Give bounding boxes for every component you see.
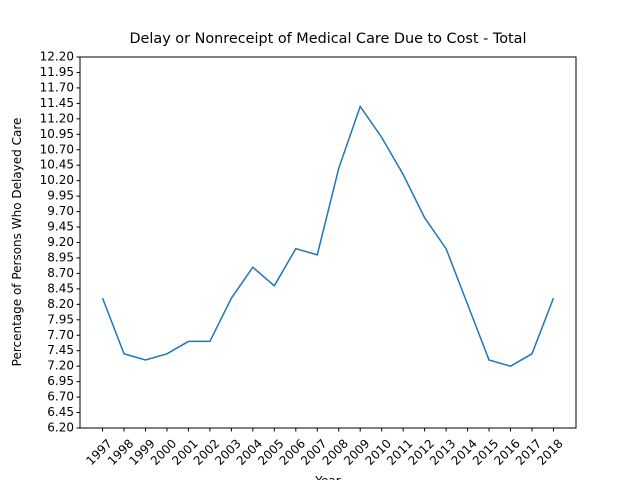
y-tick-label: 8.70 <box>47 266 74 280</box>
data-line <box>101 104 555 367</box>
y-tick-label: 6.45 <box>47 405 74 419</box>
y-axis-label: Percentage of Persons Who Delayed Care <box>10 118 24 367</box>
chart-title: Delay or Nonreceipt of Medical Care Due … <box>129 31 526 47</box>
y-tick-label: 10.45 <box>40 158 74 172</box>
y-tick-label: 7.95 <box>47 312 74 326</box>
y-tick-label: 9.45 <box>47 220 74 234</box>
y-tick-label: 11.95 <box>40 65 74 79</box>
y-tick-label: 8.95 <box>47 250 74 264</box>
y-tick-label: 7.20 <box>47 359 74 373</box>
y-tick-label: 6.20 <box>47 421 74 435</box>
y-tick-label: 10.20 <box>40 173 74 187</box>
plot-frame <box>79 56 577 429</box>
y-tick-label: 9.95 <box>47 189 74 203</box>
y-tick-label: 6.70 <box>47 390 74 404</box>
y-tick-label: 7.70 <box>47 328 74 342</box>
y-tick-label: 9.20 <box>47 235 74 249</box>
y-tick-label: 8.45 <box>47 281 74 295</box>
x-axis-label: Year <box>314 474 340 480</box>
y-tick-label: 11.20 <box>40 111 74 125</box>
y-tick-label: 10.95 <box>40 127 74 141</box>
y-tick-label: 7.45 <box>47 343 74 357</box>
y-tick-label: 11.70 <box>40 80 74 94</box>
y-tick-label: 8.20 <box>47 297 74 311</box>
y-tick-label: 10.70 <box>40 142 74 156</box>
y-tick-label: 6.95 <box>47 374 74 388</box>
y-tick-label: 9.70 <box>47 204 74 218</box>
y-tick-label: 12.20 <box>40 50 74 64</box>
y-tick-label: 11.45 <box>40 96 74 110</box>
